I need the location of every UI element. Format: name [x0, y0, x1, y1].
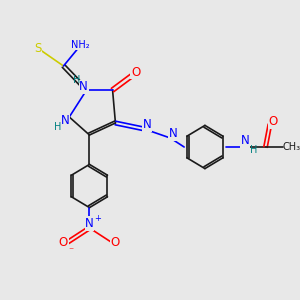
Text: N: N — [85, 217, 94, 230]
Text: CH₃: CH₃ — [282, 142, 300, 152]
Text: S: S — [34, 41, 41, 55]
Text: N: N — [79, 80, 88, 94]
Text: O: O — [111, 236, 120, 250]
Text: O: O — [131, 65, 140, 79]
Text: N: N — [61, 113, 69, 127]
Text: N: N — [143, 118, 152, 131]
Text: O: O — [59, 236, 68, 250]
Text: H: H — [250, 145, 257, 155]
Text: H: H — [73, 75, 80, 85]
Text: +: + — [94, 214, 101, 223]
Text: H: H — [54, 122, 62, 133]
Text: O: O — [268, 115, 278, 128]
Text: ⁻: ⁻ — [68, 246, 73, 256]
Text: N: N — [169, 127, 178, 140]
Text: NH₂: NH₂ — [71, 40, 90, 50]
Text: N: N — [241, 134, 250, 148]
